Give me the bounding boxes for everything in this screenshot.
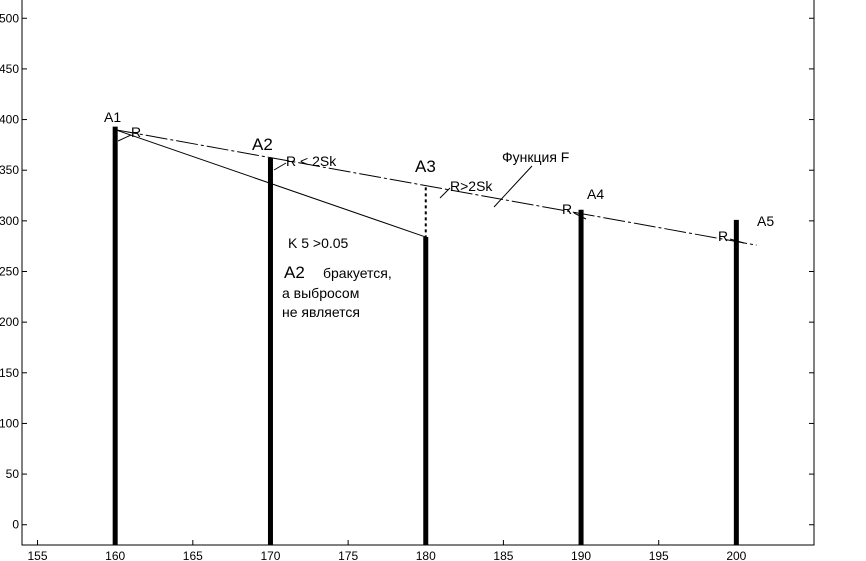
note-rejected: бракуется, [323, 265, 392, 281]
label-r-gt-2sk: R>2Sk [450, 178, 493, 194]
y-tick-label: 150 [0, 366, 19, 380]
y-axis: 0 50 100 150 200 250 300 350 400 450 500 [0, 11, 814, 532]
x-axis: 155 160 165 170 175 180 185 190 195 200 [28, 540, 747, 561]
y-tick-label: 450 [0, 62, 19, 76]
y-tick-label: 400 [0, 113, 19, 127]
label-k5: K 5 >0.05 [288, 235, 349, 251]
y-tick-label: 50 [6, 467, 20, 481]
label-r-a1: R [131, 124, 141, 140]
note-a2: A2 [284, 263, 305, 282]
y-tick-label: 500 [0, 11, 19, 25]
note-line-3: не является [282, 304, 360, 320]
x-tick-label: 170 [260, 549, 280, 561]
trend-lines [115, 129, 757, 246]
y-tick-label: 250 [0, 265, 19, 279]
plot-frame [21, 0, 815, 546]
label-r-a5: R [718, 228, 728, 244]
label-a5: A5 [757, 213, 774, 229]
label-function-f: Функция F [502, 149, 569, 165]
label-r-a4: R [562, 201, 572, 217]
note-line-2: а выбросом [282, 285, 359, 301]
r-pointer-a3 [439, 187, 451, 199]
x-tick-label: 165 [183, 549, 203, 561]
r-pointer-a1 [117, 134, 132, 142]
label-a1: A1 [104, 109, 121, 125]
x-tick-label: 155 [28, 549, 48, 561]
y-tick-label: 0 [12, 518, 19, 532]
r-pointer-a2 [273, 162, 287, 171]
x-tick-label: 200 [726, 549, 746, 561]
y-tick-label: 100 [0, 416, 19, 430]
label-a4: A4 [587, 186, 604, 202]
x-tick-label: 175 [338, 549, 358, 561]
y-tick-label: 350 [0, 163, 19, 177]
label-a2: A2 [252, 135, 273, 154]
trend-line-0 [115, 129, 757, 246]
y-tick-label: 200 [0, 315, 19, 329]
x-tick-label: 195 [649, 549, 669, 561]
y-tick-label: 300 [0, 214, 19, 228]
label-r-lt-2sk: R < 2Sk [286, 153, 337, 169]
x-tick-label: 180 [416, 549, 436, 561]
function-f-pointer [493, 165, 533, 208]
r-pointer-a5 [729, 238, 745, 244]
x-tick-label: 160 [105, 549, 125, 561]
x-tick-label: 190 [571, 549, 591, 561]
x-tick-label: 185 [493, 549, 513, 561]
bars [112, 126, 739, 545]
label-a3: A3 [415, 157, 436, 176]
r-pointer-a4 [573, 212, 587, 220]
